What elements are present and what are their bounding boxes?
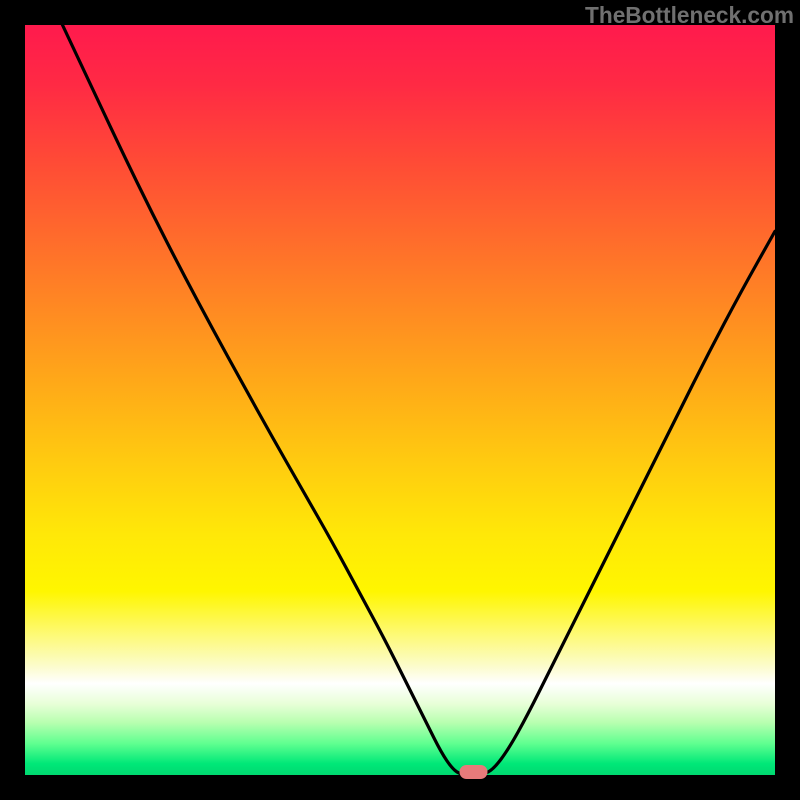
- current-config-marker: [460, 765, 488, 779]
- bottleneck-chart: [0, 0, 800, 800]
- plot-background: [25, 25, 775, 775]
- chart-frame: TheBottleneck.com: [0, 0, 800, 800]
- watermark-text: TheBottleneck.com: [585, 2, 794, 29]
